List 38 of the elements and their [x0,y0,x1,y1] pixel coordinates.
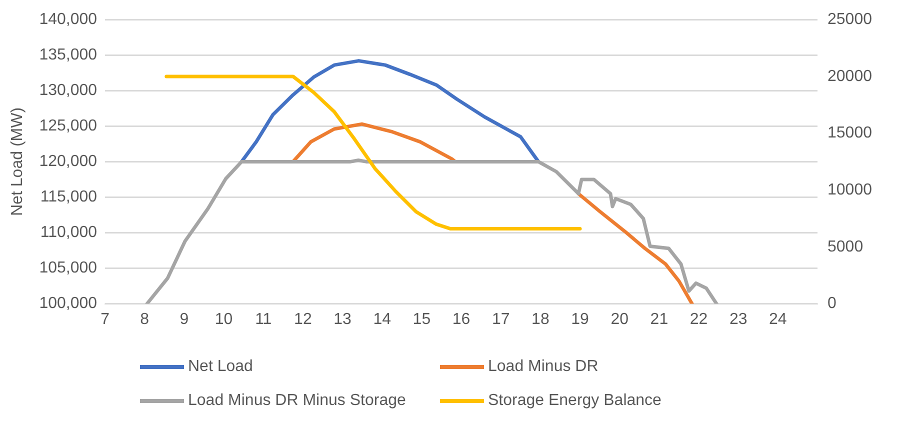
y-tick-label: 140,000 [39,11,98,28]
x-tick-label: 10 [214,310,233,328]
y2-tick-label: 0 [828,295,837,312]
x-tick-label: 22 [690,310,708,328]
y-axis-title: Net Load (MW) [9,107,26,216]
y2-tick-label: 5000 [828,238,864,256]
y2-tick-label: 20000 [828,68,872,85]
legend-label: Load Minus DR Minus Storage [188,392,406,410]
legend-label: Load Minus DR [488,358,598,376]
x-tick-label: 13 [334,310,352,328]
x-tick-label: 16 [452,310,470,328]
x-tick-label: 19 [571,310,590,328]
x-tick-label: 11 [255,310,272,328]
y2-tick-label: 15000 [828,124,872,142]
x-tick-label: 17 [492,310,510,328]
y-tick-label: 125,000 [39,118,98,135]
x-tick-label: 9 [180,310,189,328]
x-tick-label: 18 [532,310,550,328]
y-tick-label: 105,000 [39,260,98,277]
y-tick-label: 115,000 [40,188,98,206]
x-tick-label: 8 [140,310,150,328]
y-tick-label: 135,000 [39,46,98,64]
legend-label: Storage Energy Balance [488,392,662,410]
x-tick-label: 12 [294,310,312,328]
legend-label: Net Load [188,358,253,376]
x-tick-label: 15 [412,310,431,328]
x-tick-label: 14 [373,310,392,328]
y2-tick-label: 25000 [828,11,872,28]
x-tick-label: 23 [729,310,748,328]
y-tick-label: 130,000 [39,82,98,100]
x-tick-label: 7 [100,310,110,328]
y-tick-label: 120,000 [39,153,98,170]
y-tick-label: 100,000 [39,295,98,312]
y-tick-label: 110,000 [40,224,98,242]
x-tick-label: 21 [650,310,668,328]
x-tick-label: 20 [610,310,629,328]
x-tick-label: 24 [769,310,787,328]
y2-tick-label: 10000 [828,182,872,199]
